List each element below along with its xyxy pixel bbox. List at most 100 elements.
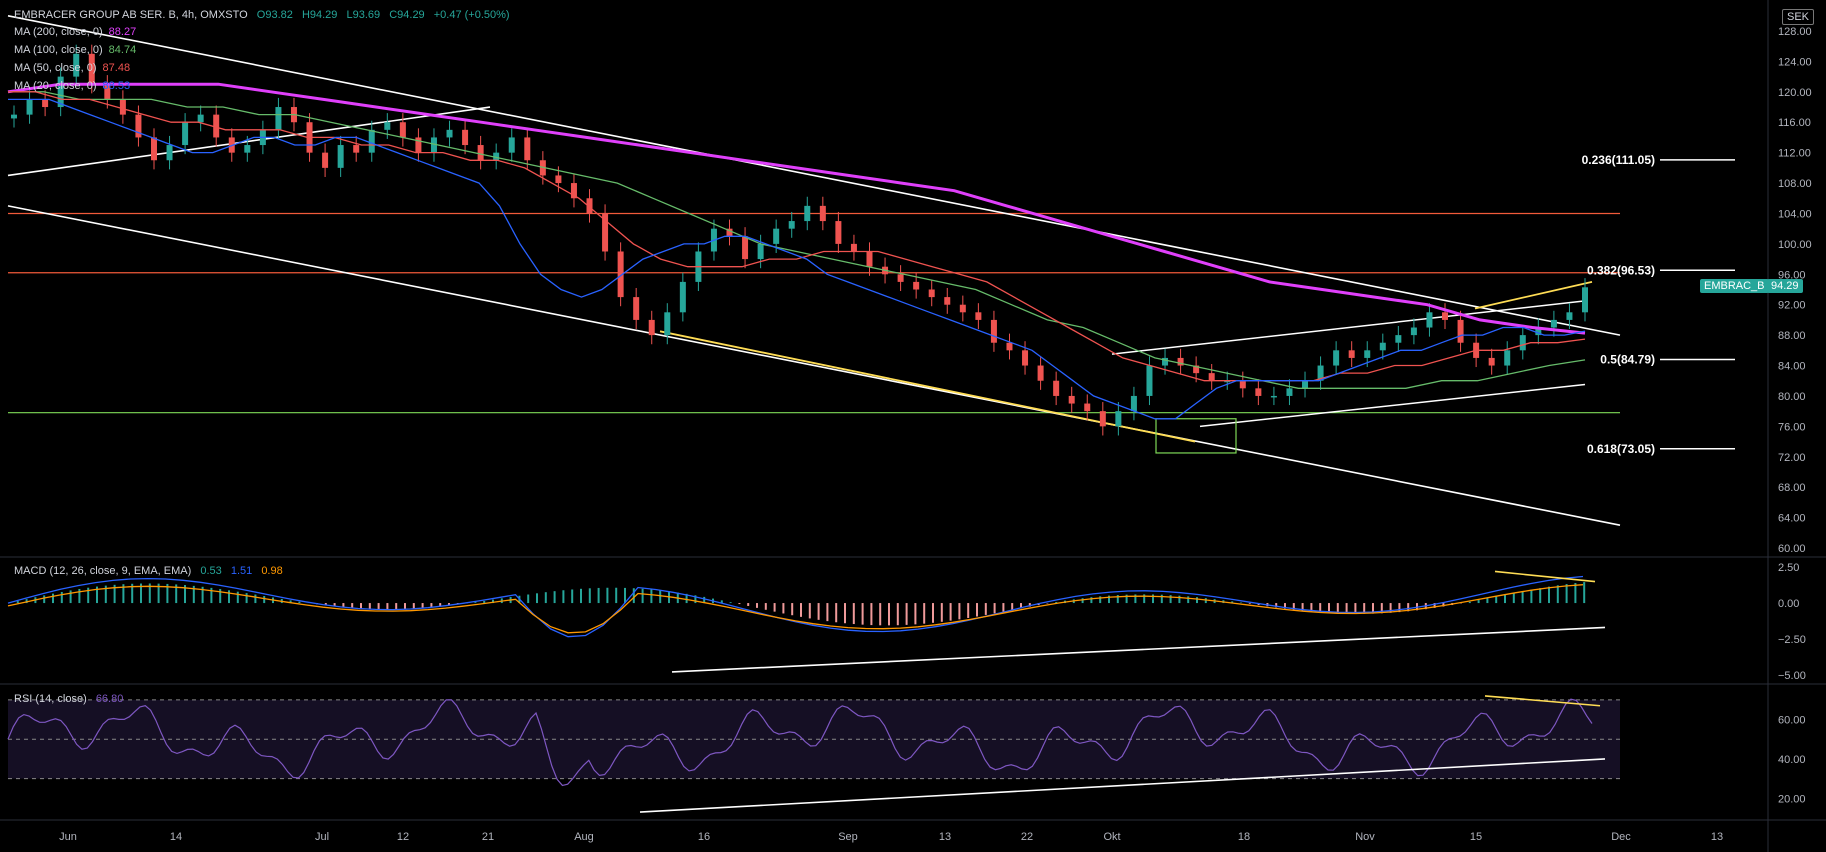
macd-histogram-bar — [404, 603, 406, 609]
candle-body — [150, 137, 157, 161]
candle-body — [1519, 335, 1526, 351]
price-tick-label: 76.00 — [1778, 421, 1806, 433]
candle-body — [26, 99, 33, 115]
time-tick-label: Jul — [315, 831, 329, 843]
candle-body — [959, 304, 966, 313]
macd-histogram-bar — [140, 583, 142, 604]
macd-histogram-bar — [333, 603, 336, 607]
macd-histogram-bar — [492, 599, 494, 604]
candle-body — [1037, 365, 1044, 381]
macd-histogram-bar — [923, 603, 926, 624]
macd-histogram-bar — [1231, 601, 1234, 604]
macd-histogram-bar — [615, 587, 618, 604]
candle-body — [462, 129, 469, 146]
candle-body — [275, 107, 282, 130]
rsi-tick-label: 60.00 — [1778, 715, 1806, 727]
candle-body — [1177, 357, 1184, 366]
candle-body — [617, 251, 624, 298]
candle-body — [633, 297, 640, 320]
macd-histogram-bar — [764, 603, 767, 610]
close-value: C94.29 — [389, 9, 425, 21]
macd-histogram-bar — [69, 590, 72, 604]
macd-histogram-bar — [993, 603, 996, 614]
macd-histogram-bar — [791, 603, 794, 616]
macd-histogram-bar — [641, 588, 644, 604]
candle-body — [1162, 357, 1169, 366]
macd-histogram-bar — [1442, 603, 1445, 607]
candle-body — [742, 236, 749, 260]
candle-body — [928, 289, 935, 298]
ma20-line — [8, 98, 1586, 420]
macd-histogram-bar — [324, 603, 327, 606]
rsi-pane — [7, 695, 1620, 813]
macd-histogram-bar — [1354, 603, 1357, 614]
low-value: L93.69 — [346, 9, 381, 21]
macd-histogram-bar — [192, 585, 195, 604]
macd-histogram-bar — [1275, 603, 1278, 608]
ma100-value: 84.74 — [108, 44, 137, 56]
macd-histogram-bar — [201, 586, 204, 604]
macd-histogram-bar — [773, 603, 776, 612]
macd-histogram-bar — [1099, 596, 1102, 604]
macd-histogram-bar — [43, 595, 46, 604]
candle-body — [1566, 312, 1573, 320]
macd-histogram-bar — [905, 603, 908, 625]
fib-label: 0.5(84.79) — [1600, 353, 1655, 367]
candle-body — [555, 175, 562, 184]
candle-body — [850, 243, 857, 252]
fib-levels: 0.236(111.05) 0.382(96.53) 0.5(84.79) 0.618… — [1582, 153, 1735, 456]
macd-histogram-bar — [835, 603, 838, 623]
ma50-legend: MA (50, close, 0) 87.48 — [14, 60, 136, 76]
yellow-support-line — [659, 330, 1196, 443]
macd-histogram-bar — [1116, 595, 1119, 604]
macd-histogram-bar — [606, 587, 609, 604]
candle-body — [1068, 395, 1075, 404]
time-tick-label: 21 — [482, 831, 494, 843]
candle-body — [73, 53, 80, 77]
currency-button[interactable]: SEK — [1782, 9, 1815, 25]
macd-signal-value: 1.51 — [230, 565, 253, 577]
macd-hist-value: 0.98 — [261, 565, 283, 577]
macd-histogram-bar — [1336, 603, 1339, 614]
moving-averages — [7, 82, 1586, 420]
macd-histogram-bar — [412, 603, 415, 609]
rsi-legend: RSI (14, close) 66.80 — [14, 691, 129, 707]
time-tick-label: 16 — [698, 831, 710, 843]
time-tick-label: 13 — [1711, 831, 1723, 843]
macd-histogram-bar — [60, 591, 63, 604]
ma20-label: MA (20, close, 0) — [14, 80, 97, 92]
macd-histogram-bar — [1310, 603, 1313, 612]
macd-histogram-bar — [826, 603, 829, 622]
macd-histogram-bar — [958, 603, 961, 620]
price-tick-label: 112.00 — [1778, 148, 1811, 160]
candle-body — [119, 99, 126, 115]
macd-histogram-bar — [659, 590, 662, 604]
price-tick-label: 120.00 — [1778, 87, 1812, 99]
candle-body — [322, 152, 329, 168]
candle-body — [757, 243, 764, 260]
macd-histogram-bar — [377, 603, 380, 610]
candle-body — [197, 114, 204, 123]
macd-histogram-bar — [483, 600, 486, 604]
macd-histogram-bar — [1504, 594, 1506, 604]
candle-body — [166, 145, 173, 161]
candle-body — [1053, 380, 1060, 396]
candle-body — [104, 84, 111, 100]
price-tick-label: 100.00 — [1778, 239, 1812, 251]
macd-histogram-bar — [949, 603, 952, 621]
macd-histogram-bar — [1160, 594, 1163, 604]
macd-histogram-bar — [1011, 603, 1014, 610]
price-tick-label: 116.00 — [1778, 117, 1811, 129]
macd-histogram-bar — [738, 603, 741, 605]
candle-body — [353, 145, 360, 153]
macd-histogram-bar — [703, 596, 706, 604]
candle-body — [944, 297, 951, 305]
macd-histogram-bar — [131, 583, 134, 604]
candle-body — [897, 274, 904, 282]
horizontal-levels — [8, 212, 1620, 414]
rsi-divergence-line — [1484, 695, 1601, 707]
macd-histogram-bar — [1372, 603, 1374, 614]
price-tick-label: 64.00 — [1778, 513, 1806, 525]
candle-body — [1224, 380, 1231, 383]
